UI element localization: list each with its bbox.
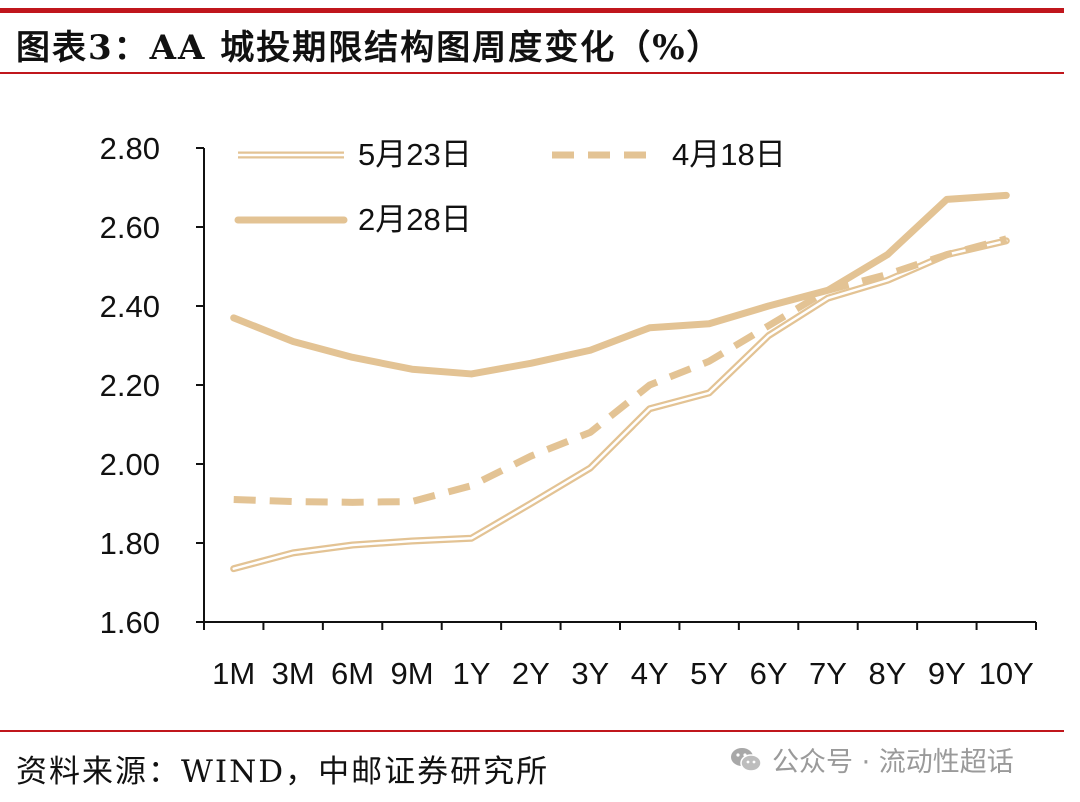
x-tick-label: 4Y [631,656,669,691]
bottom-rule [0,730,1064,732]
y-tick-label: 2.00 [100,447,160,482]
series-0 [230,237,1010,573]
x-tick-label: 1M [212,656,255,691]
legend-label: 4月18日 [672,137,786,172]
wechat-icon [731,747,762,772]
series-1 [233,235,1008,506]
x-tick-label: 6Y [750,656,788,691]
x-tick-label: 7Y [809,656,847,691]
x-tick-label: 6M [331,656,374,691]
x-tick-label: 1Y [452,656,490,691]
y-tick-label: 2.80 [100,131,160,166]
chart-title: 图表3：AA 城投期限结构图周度变化（%） [16,28,723,68]
x-tick-label: 3M [272,656,315,691]
series-line-inner [232,239,1008,570]
x-tick-label: 9M [390,656,433,691]
source-note: 资料来源：WIND，中邮证券研究所 [16,754,550,790]
x-tick-label: 5Y [690,656,728,691]
x-tick-label: 3Y [571,656,609,691]
series-line [233,235,1008,506]
axes: 1.60 1.80 2.00 2.20 2.40 2.60 2.80 1M 3M 6M 9M 1Y 2Y… [100,131,1037,691]
legend: 5月23日 4月18日 2月28日 [234,137,786,237]
x-tick-label: 2Y [512,656,550,691]
x-tick-label: 8Y [868,656,906,691]
y-tick-label: 2.60 [100,210,160,245]
legend-label: 2月28日 [358,202,472,237]
y-tick-label: 1.60 [100,605,160,640]
title-rule [0,72,1064,74]
top-rule [0,8,1064,13]
legend-label: 5月23日 [358,137,472,172]
series-line [230,191,1010,378]
watermark: 公众号 · 流动性超话 [728,740,1014,779]
y-tick-label: 1.80 [100,526,160,561]
watermark-text: 公众号 · 流动性超话 [772,747,1014,778]
series-2 [230,191,1010,378]
y-tick-label: 2.40 [100,289,160,324]
x-tick-label: 10Y [979,656,1034,691]
x-tick-label: 9Y [928,656,966,691]
y-tick-label: 2.20 [100,368,160,403]
series-layer [230,191,1010,573]
